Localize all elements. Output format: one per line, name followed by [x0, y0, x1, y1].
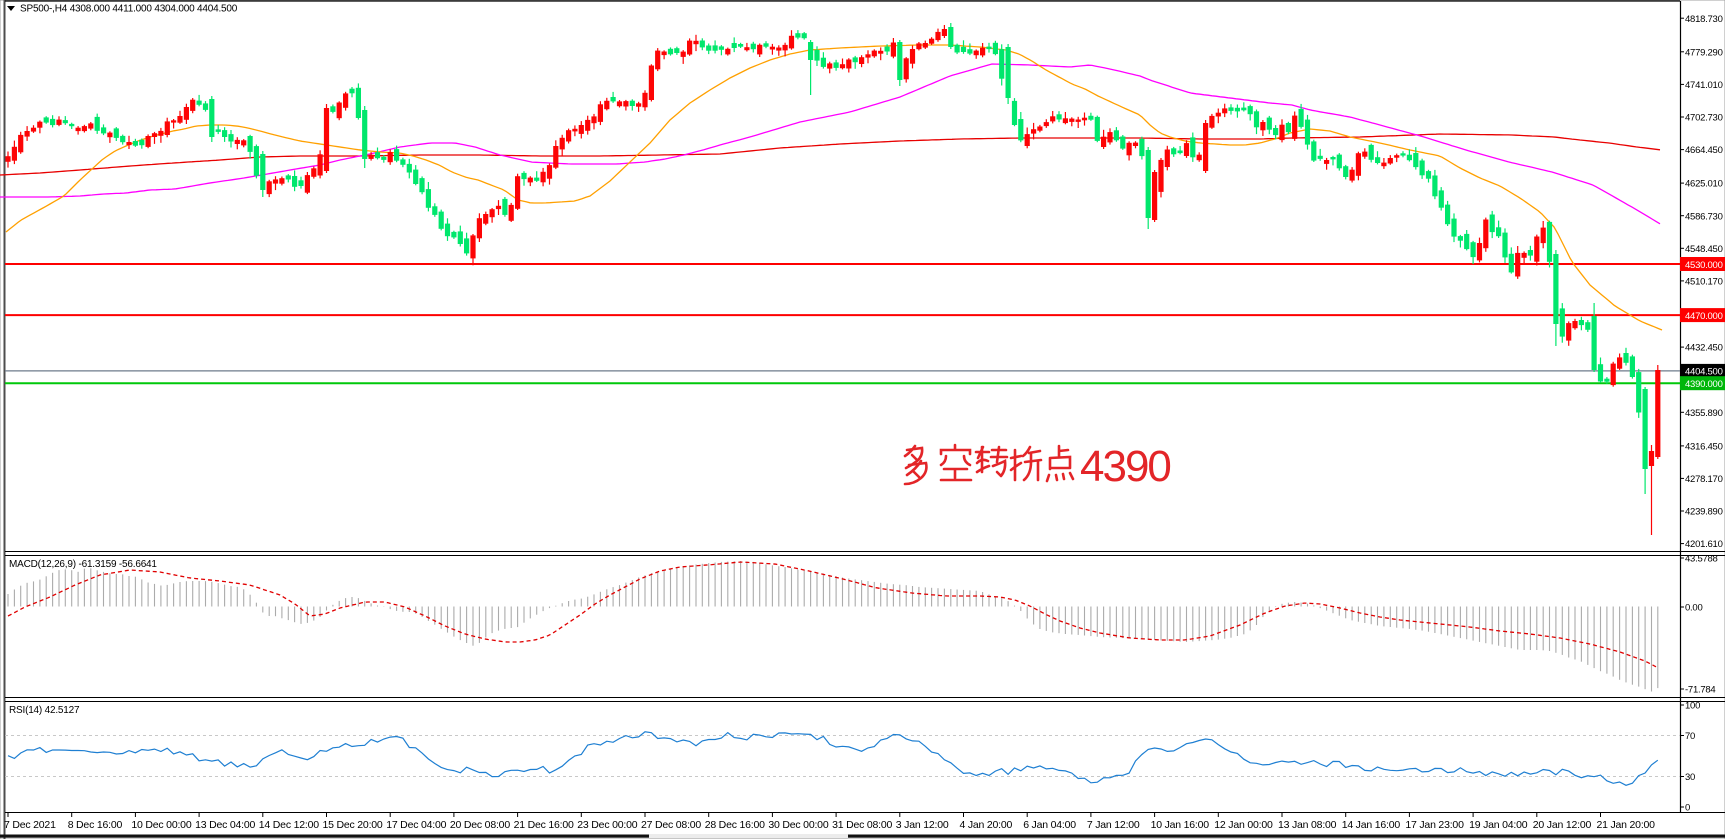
svg-text:4390.000: 4390.000	[1685, 379, 1723, 390]
svg-text:4625.010: 4625.010	[1685, 179, 1723, 190]
svg-text:-71.784: -71.784	[1685, 685, 1715, 696]
svg-text:4548.450: 4548.450	[1685, 244, 1723, 255]
svg-text:10 Dec 00:00: 10 Dec 00:00	[131, 819, 191, 831]
svg-text:7 Jan 12:00: 7 Jan 12:00	[1087, 819, 1140, 831]
svg-text:27 Dec 08:00: 27 Dec 08:00	[641, 819, 701, 831]
svg-text:4741.010: 4741.010	[1685, 80, 1723, 91]
svg-text:15 Dec 20:00: 15 Dec 20:00	[323, 819, 383, 831]
svg-text:3 Jan 12:00: 3 Jan 12:00	[896, 819, 949, 831]
svg-text:4530.000: 4530.000	[1685, 260, 1723, 271]
svg-text:4 Jan 20:00: 4 Jan 20:00	[960, 819, 1013, 831]
svg-text:7 Dec 2021: 7 Dec 2021	[4, 819, 56, 831]
svg-text:14 Jan 16:00: 14 Jan 16:00	[1342, 819, 1401, 831]
svg-text:21 Dec 16:00: 21 Dec 16:00	[514, 819, 574, 831]
svg-text:MACD(12,26,9) -61.3159 -56.664: MACD(12,26,9) -61.3159 -56.6641	[9, 559, 157, 570]
svg-text:0: 0	[1685, 803, 1690, 814]
svg-text:10 Jan 16:00: 10 Jan 16:00	[1151, 819, 1210, 831]
svg-text:70: 70	[1685, 731, 1695, 742]
svg-text:4239.890: 4239.890	[1685, 507, 1723, 518]
svg-text:6 Jan 04:00: 6 Jan 04:00	[1023, 819, 1076, 831]
svg-text:4510.170: 4510.170	[1685, 277, 1723, 288]
svg-text:13 Dec 04:00: 13 Dec 04:00	[195, 819, 255, 831]
svg-text:4779.290: 4779.290	[1685, 47, 1723, 58]
svg-text:30: 30	[1685, 772, 1695, 783]
svg-text:4432.450: 4432.450	[1685, 343, 1723, 354]
svg-text:12 Jan 00:00: 12 Jan 00:00	[1214, 819, 1273, 831]
svg-text:RSI(14) 42.5127: RSI(14) 42.5127	[9, 705, 80, 716]
svg-text:4404.500: 4404.500	[1685, 367, 1723, 378]
svg-text:23 Dec 00:00: 23 Dec 00:00	[577, 819, 637, 831]
svg-text:19 Jan 04:00: 19 Jan 04:00	[1469, 819, 1528, 831]
svg-text:4390: 4390	[1080, 442, 1170, 491]
svg-text:43.5788: 43.5788	[1685, 554, 1718, 565]
svg-text:28 Dec 16:00: 28 Dec 16:00	[705, 819, 765, 831]
svg-text:4818.730: 4818.730	[1685, 14, 1723, 25]
svg-text:20 Jan 12:00: 20 Jan 12:00	[1533, 819, 1592, 831]
svg-text:4316.450: 4316.450	[1685, 442, 1723, 453]
svg-text:14 Dec 12:00: 14 Dec 12:00	[259, 819, 319, 831]
svg-text:4702.730: 4702.730	[1685, 113, 1723, 124]
svg-text:8 Dec 16:00: 8 Dec 16:00	[68, 819, 123, 831]
svg-text:0.00: 0.00	[1685, 603, 1703, 614]
svg-text:4201.610: 4201.610	[1685, 539, 1723, 550]
svg-text:4355.890: 4355.890	[1685, 408, 1723, 419]
svg-text:13 Jan 08:00: 13 Jan 08:00	[1278, 819, 1337, 831]
svg-text:20 Dec 08:00: 20 Dec 08:00	[450, 819, 510, 831]
svg-text:SP500-,H4 4308.000 4411.000 4: SP500-,H4 4308.000 4411.000 4304.000 440…	[20, 4, 238, 15]
svg-text:30 Dec 00:00: 30 Dec 00:00	[768, 819, 828, 831]
svg-text:17 Jan 23:00: 17 Jan 23:00	[1405, 819, 1464, 831]
svg-text:4586.730: 4586.730	[1685, 211, 1723, 222]
svg-text:17 Dec 04:00: 17 Dec 04:00	[386, 819, 446, 831]
svg-text:4278.170: 4278.170	[1685, 474, 1723, 485]
svg-text:4664.450: 4664.450	[1685, 145, 1723, 156]
svg-text:100: 100	[1685, 701, 1700, 712]
svg-text:21 Jan 20:00: 21 Jan 20:00	[1597, 819, 1656, 831]
svg-text:31 Dec 08:00: 31 Dec 08:00	[832, 819, 892, 831]
svg-text:4470.000: 4470.000	[1685, 311, 1723, 322]
